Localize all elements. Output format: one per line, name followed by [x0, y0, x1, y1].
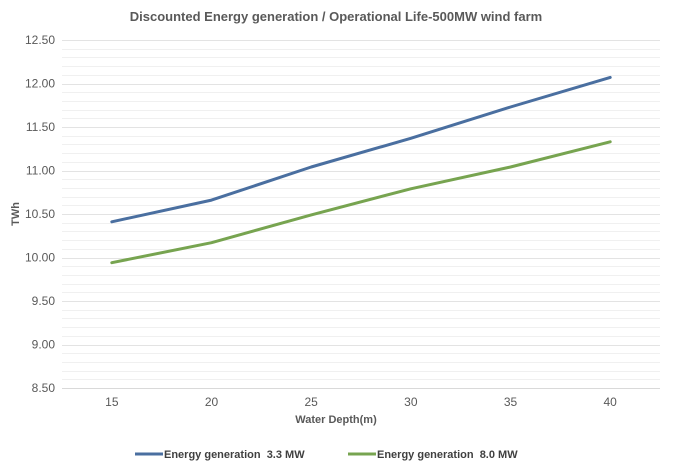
series-lines — [110, 75, 612, 265]
series-line-1 — [110, 75, 612, 224]
series-line-2 — [110, 140, 612, 265]
gridlines — [62, 40, 660, 380]
x-tick-label: 35 — [504, 395, 518, 409]
y-tick-label: 11.50 — [26, 120, 55, 134]
legend: Energy generation 3.3 MW Energy generatio… — [135, 449, 518, 461]
y-tick-label: 10.00 — [25, 251, 55, 265]
y-tick-label: 10.50 — [25, 207, 55, 221]
x-tick-label: 30 — [404, 395, 418, 409]
x-axis-ticks: 15 20 25 30 35 40 — [105, 395, 617, 409]
y-axis-ticks: 8.50 9.00 9.50 10.00 10.50 11.00 11.50 12.00 12.… — [25, 33, 55, 395]
y-tick-label: 12.00 — [25, 77, 55, 91]
legend-label: Energy generation 3.3 MW — [164, 449, 305, 461]
legend-label: Energy generation 8.0 MW — [377, 449, 518, 461]
y-tick-label: 9.50 — [32, 294, 56, 308]
y-axis-title: TWh — [10, 202, 22, 226]
y-tick-label: 9.00 — [32, 338, 56, 352]
x-tick-label: 20 — [205, 395, 219, 409]
x-tick-label: 40 — [603, 395, 617, 409]
x-axis-title: Water Depth(m) — [295, 414, 377, 426]
x-tick-label: 15 — [105, 395, 119, 409]
y-tick-label: 11.00 — [26, 164, 55, 178]
y-tick-label: 8.50 — [32, 381, 56, 395]
chart-title: Discounted Energy generation / Operation… — [130, 9, 542, 24]
x-tick-label: 25 — [304, 395, 318, 409]
y-tick-label: 12.50 — [25, 33, 55, 47]
